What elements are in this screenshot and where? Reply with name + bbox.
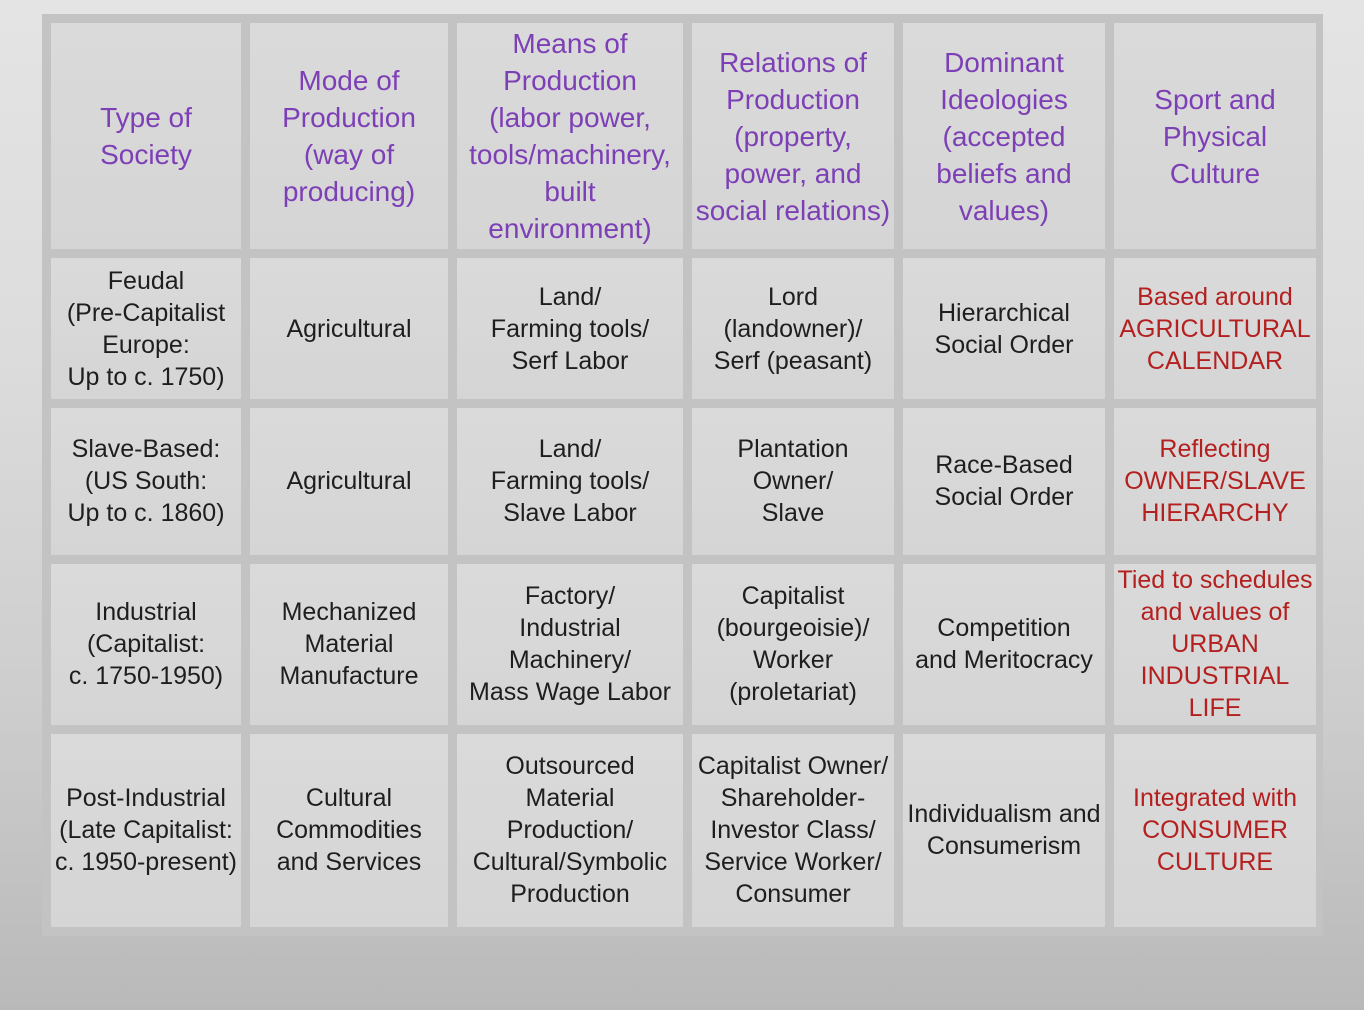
cell-sport: Tied to schedules and values of URBAN IN… [1114, 563, 1316, 725]
cell-relations: Plantation Owner/ Slave [692, 408, 894, 555]
header-dominant-ideologies: Dominant Ideologies (accepted beliefs an… [903, 23, 1105, 250]
cell-mode: Agricultural [250, 408, 448, 555]
cell-relations: Capitalist Owner/ Shareholder- Investor … [692, 733, 894, 927]
society-comparison-table: Type of Society Mode of Production (way … [42, 14, 1325, 936]
cell-mode: Agricultural [250, 258, 448, 400]
table-row-industrial: Industrial (Capitalist: c. 1750-1950) Me… [51, 563, 1316, 725]
cell-means: Land/ Farming tools/ Slave Labor [457, 408, 683, 555]
cell-sport: Reflecting OWNER/SLAVE HIERARCHY [1114, 408, 1316, 555]
cell-means: Outsourced Material Production/ Cultural… [457, 733, 683, 927]
cell-sport: Integrated with CONSUMER CULTURE [1114, 733, 1316, 927]
header-relations-of-production: Relations of Production (property, power… [692, 23, 894, 250]
cell-mode: Mechanized Material Manufacture [250, 563, 448, 725]
cell-ideologies: Competition and Meritocracy [903, 563, 1105, 725]
cell-ideologies: Individualism and Consumerism [903, 733, 1105, 927]
header-row: Type of Society Mode of Production (way … [51, 23, 1316, 250]
cell-sport: Based around AGRICULTURAL CALENDAR [1114, 258, 1316, 400]
cell-ideologies: Race-Based Social Order [903, 408, 1105, 555]
header-sport-and-physical-culture: Sport and Physical Culture [1114, 23, 1316, 250]
cell-relations: Capitalist (bourgeoisie)/ Worker (prolet… [692, 563, 894, 725]
cell-type: Feudal (Pre-Capitalist Europe: Up to c. … [51, 258, 241, 400]
society-comparison-table-frame: Type of Society Mode of Production (way … [42, 14, 1323, 936]
table-row-post-industrial: Post-Industrial (Late Capitalist: c. 195… [51, 733, 1316, 927]
header-means-of-production: Means of Production (labor power, tools/… [457, 23, 683, 250]
cell-type: Slave-Based: (US South: Up to c. 1860) [51, 408, 241, 555]
cell-type: Post-Industrial (Late Capitalist: c. 195… [51, 733, 241, 927]
cell-type: Industrial (Capitalist: c. 1750-1950) [51, 563, 241, 725]
cell-ideologies: Hierarchical Social Order [903, 258, 1105, 400]
cell-means: Factory/ Industrial Machinery/ Mass Wage… [457, 563, 683, 725]
table-row-slave-based: Slave-Based: (US South: Up to c. 1860) A… [51, 408, 1316, 555]
cell-relations: Lord (landowner)/ Serf (peasant) [692, 258, 894, 400]
cell-mode: Cultural Commodities and Services [250, 733, 448, 927]
header-mode-of-production: Mode of Production (way of producing) [250, 23, 448, 250]
cell-means: Land/ Farming tools/ Serf Labor [457, 258, 683, 400]
header-type-of-society: Type of Society [51, 23, 241, 250]
table-row-feudal: Feudal (Pre-Capitalist Europe: Up to c. … [51, 258, 1316, 400]
